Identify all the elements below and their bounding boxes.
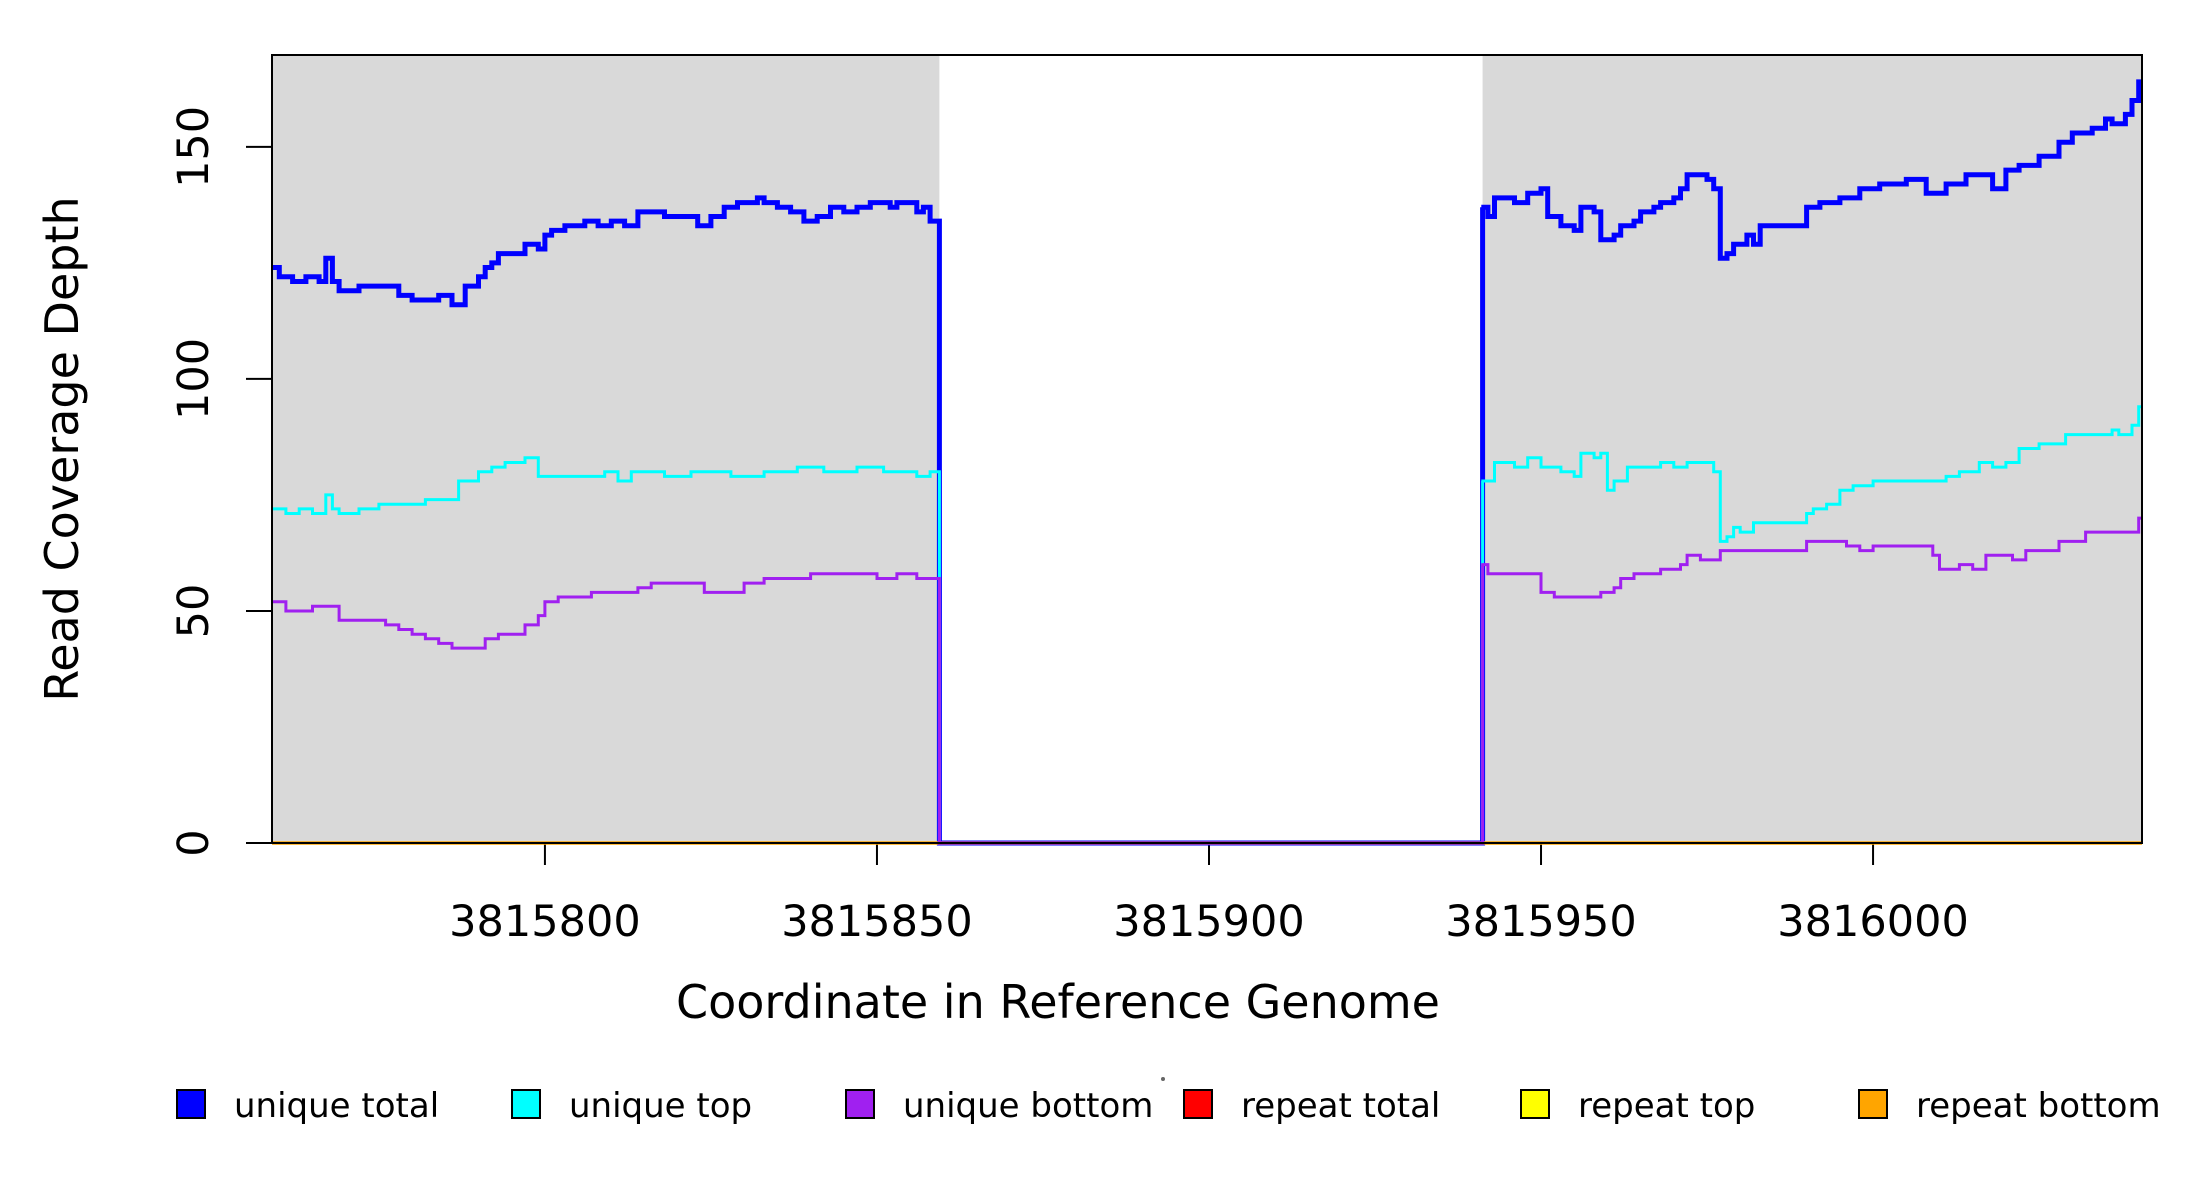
x-tick-label-4: 3816000	[1777, 897, 1969, 947]
legend-label-unique-bottom: unique bottom	[903, 1086, 1153, 1126]
legend-swatch-unique-total	[176, 1089, 206, 1119]
y-tick-label-2: 100	[169, 338, 219, 420]
artifact-dot	[1161, 1077, 1165, 1081]
plot-border	[271, 54, 2143, 844]
legend-swatch-repeat-total	[1183, 1089, 1213, 1119]
series-line-unique-total	[272, 79, 2142, 846]
unique-region-shading-1	[1482, 55, 2142, 843]
y-tick-label-0: 0	[169, 829, 219, 856]
x-tick-label-2: 3815900	[1113, 897, 1305, 947]
x-tick-label-0: 3815800	[449, 897, 641, 947]
legend-swatch-repeat-top	[1520, 1089, 1550, 1119]
legend-label-repeat-top: repeat top	[1578, 1086, 1755, 1126]
y-tick-label-1: 50	[169, 584, 219, 639]
series-line-unique-top	[272, 405, 2142, 845]
legend-swatch-unique-bottom	[845, 1089, 875, 1119]
legend-label-unique-total: unique total	[234, 1086, 439, 1126]
unique-region-shading-0	[272, 55, 940, 843]
legend-label-repeat-total: repeat total	[1241, 1086, 1440, 1126]
legend-label-repeat-bottom: repeat bottom	[1916, 1086, 2161, 1126]
legend-swatch-repeat-bottom	[1858, 1089, 1888, 1119]
y-axis-title: Read Coverage Depth	[35, 196, 89, 701]
y-tick-label-3: 150	[169, 106, 219, 188]
x-tick-label-1: 3815850	[781, 897, 973, 947]
legend-label-unique-top: unique top	[569, 1086, 752, 1126]
legend-swatch-unique-top	[511, 1089, 541, 1119]
x-tick-label-3: 3815950	[1445, 897, 1637, 947]
x-axis-title: Coordinate in Reference Genome	[676, 975, 1440, 1029]
